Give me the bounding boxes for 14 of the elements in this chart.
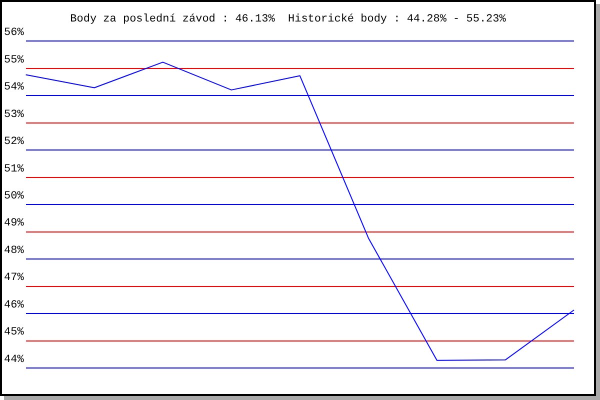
y-tick-label: 51% — [4, 163, 24, 176]
y-tick-label: 53% — [4, 108, 24, 121]
y-tick-label: 48% — [4, 244, 24, 257]
y-tick-label: 45% — [4, 326, 24, 339]
y-tick-label: 52% — [4, 136, 24, 148]
y-tick-label: 56% — [4, 27, 24, 40]
y-tick-label: 49% — [4, 218, 24, 230]
y-tick-label: 54% — [4, 82, 24, 94]
chart-title: Body za poslední závod : 46.13% Historické body : 44.28% - 55.23% — [70, 14, 506, 26]
y-tick-label: 55% — [4, 54, 24, 66]
y-tick-label: 47% — [4, 272, 24, 284]
y-tick-label: 44% — [4, 354, 24, 366]
y-tick-label: 46% — [4, 299, 24, 312]
y-tick-label: 50% — [4, 190, 24, 203]
